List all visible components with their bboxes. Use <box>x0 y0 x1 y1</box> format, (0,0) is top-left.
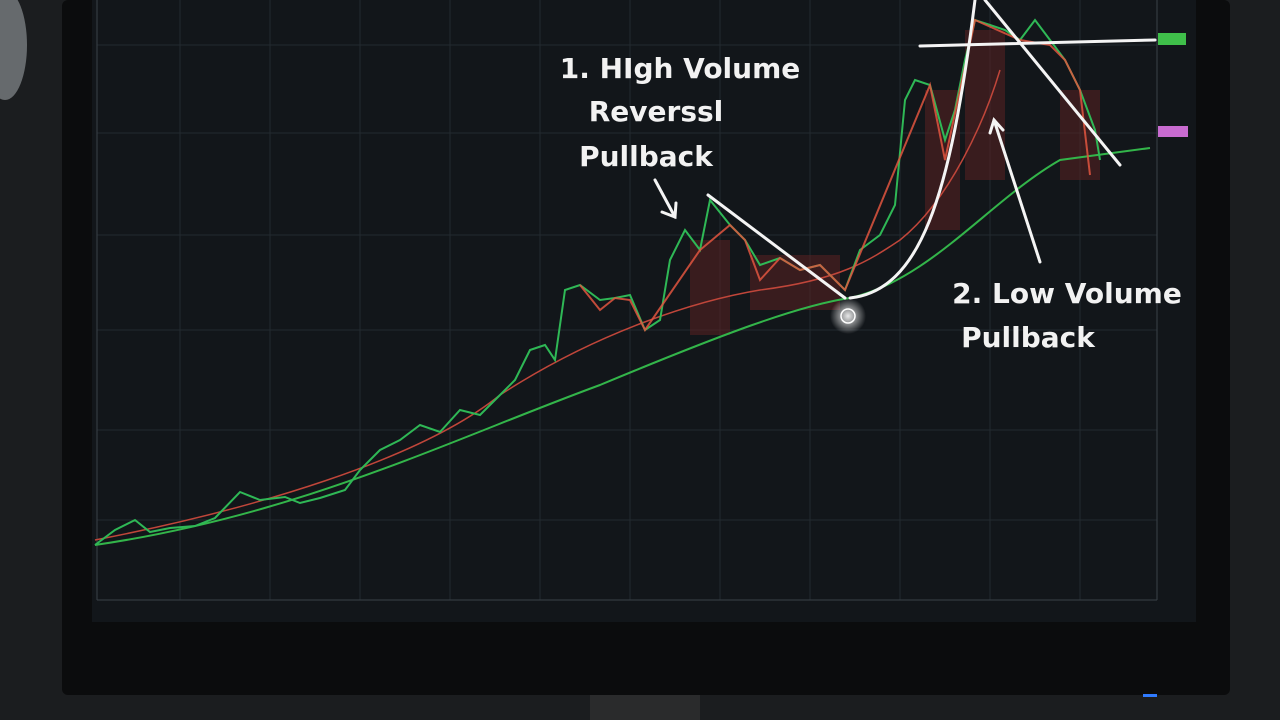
moving-average-slow <box>94 147 1151 546</box>
lamp <box>0 0 27 100</box>
price-tag <box>1158 33 1186 45</box>
annotation-text: Pullback <box>579 140 714 173</box>
volume-shading <box>690 30 1100 335</box>
power-led <box>1143 694 1157 697</box>
trend-line <box>706 193 847 300</box>
arrow-head <box>988 117 1005 135</box>
arrow-head <box>660 201 678 220</box>
annotation-text: 1. HIgh Volume <box>560 52 801 85</box>
arrow-shaft <box>992 118 1042 264</box>
arrow-shaft <box>653 178 677 219</box>
pivot-glow <box>830 298 866 334</box>
annotation-text: Pullback <box>961 321 1096 354</box>
annotation-text: 2. Low Volume <box>952 277 1182 310</box>
pivot-marker <box>840 308 856 324</box>
annotation-lines <box>653 0 1157 300</box>
annotation-text: Reverssl <box>589 95 724 128</box>
screen <box>92 0 1196 622</box>
price-tag <box>1158 126 1188 137</box>
volume-shade <box>965 30 1005 180</box>
resistance-line <box>918 38 1157 48</box>
trend-line <box>983 0 1122 167</box>
volume-shade <box>1060 90 1100 180</box>
price-line <box>94 18 1101 546</box>
trend-curve <box>848 0 977 300</box>
